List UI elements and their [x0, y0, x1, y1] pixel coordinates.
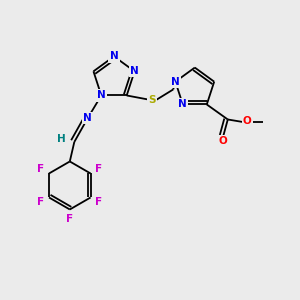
Text: N: N	[178, 100, 187, 110]
Text: O: O	[218, 136, 227, 146]
Text: N: N	[97, 91, 106, 100]
Text: F: F	[95, 197, 103, 207]
Text: N: N	[171, 77, 180, 87]
Text: F: F	[37, 164, 44, 174]
Text: F: F	[95, 164, 103, 174]
Text: N: N	[83, 113, 92, 123]
Text: O: O	[243, 116, 252, 126]
Text: H: H	[57, 134, 66, 144]
Text: F: F	[37, 197, 44, 207]
Text: N: N	[130, 66, 139, 76]
Text: N: N	[110, 51, 118, 62]
Text: S: S	[148, 95, 156, 105]
Text: F: F	[66, 214, 74, 224]
